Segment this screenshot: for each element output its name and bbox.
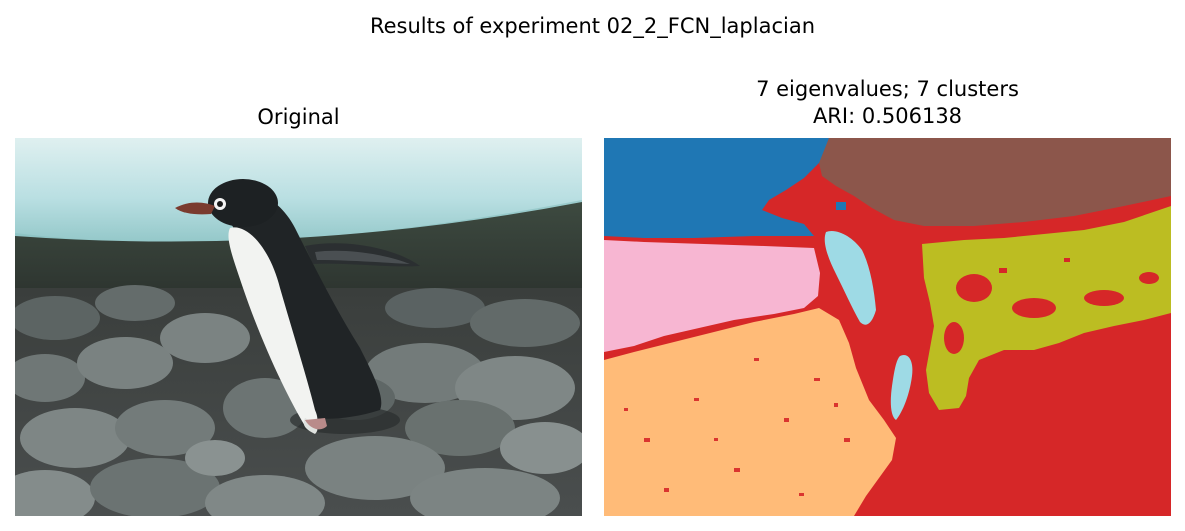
original-image bbox=[15, 138, 582, 516]
rocks bbox=[15, 285, 582, 516]
segmentation-image bbox=[604, 138, 1171, 516]
segmentation-title-line1: 7 eigenvalues; 7 clusters bbox=[756, 77, 1019, 101]
cluster-blue bbox=[604, 138, 829, 238]
figure-suptitle: Results of experiment 02_2_FCN_laplacian bbox=[369, 14, 816, 38]
cluster-pink bbox=[604, 240, 820, 352]
original-panel-title: Original bbox=[257, 105, 340, 129]
segmentation-panel-title: 7 eigenvalues; 7 clusters ARI: 0.506138 bbox=[604, 76, 1171, 130]
segmentation-title-line2: ARI: 0.506138 bbox=[812, 104, 963, 128]
segmentation-map bbox=[604, 138, 1171, 516]
cluster-lightcyan bbox=[824, 230, 876, 325]
penguin-photo bbox=[15, 138, 582, 516]
cluster-brown bbox=[819, 138, 1171, 226]
penguin bbox=[175, 179, 420, 434]
cluster-orange bbox=[604, 308, 896, 516]
